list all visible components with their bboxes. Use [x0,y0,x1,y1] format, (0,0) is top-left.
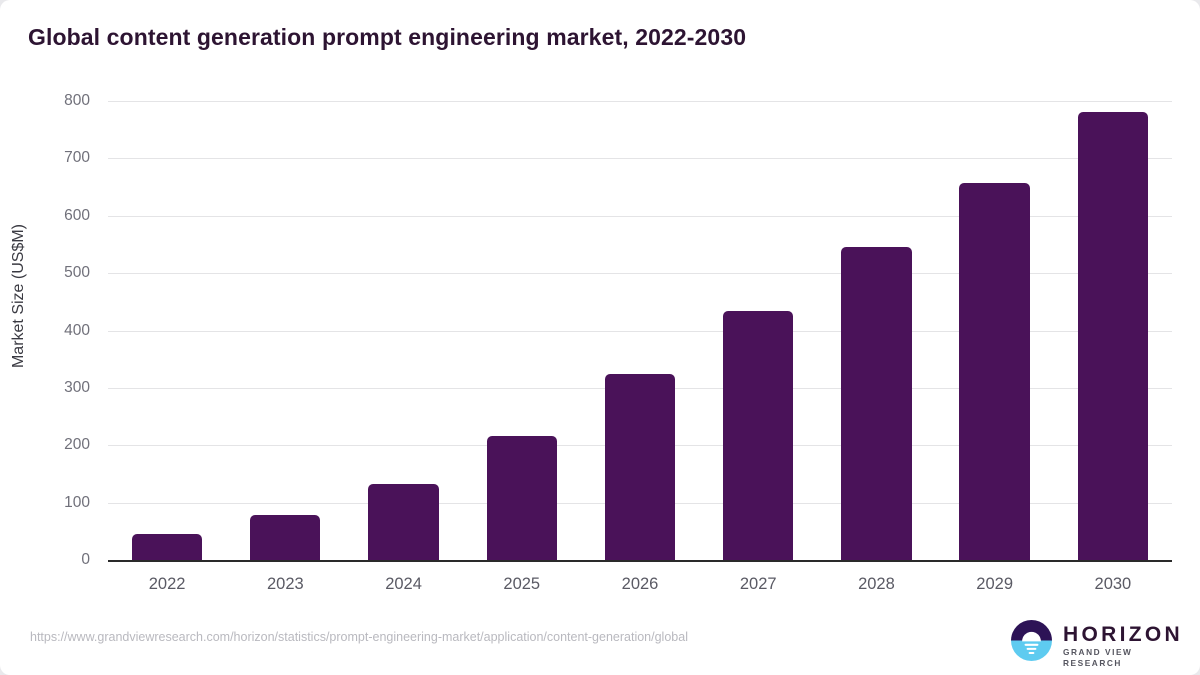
x-tick-label-2024: 2024 [385,575,422,593]
gridline [108,101,1172,102]
y-tick-label: 400 [64,321,90,339]
bar-2023[interactable] [250,514,321,560]
y-tick-label: 100 [64,493,90,511]
bar-2025[interactable] [486,435,557,560]
gridline [108,158,1172,160]
bar-2027[interactable] [723,311,794,560]
logo-subtitle: GRAND VIEW RESEARCH [1063,647,1133,668]
x-tick-label-2028: 2028 [858,575,895,593]
bar-2028[interactable] [841,246,912,560]
logo-wordmark: HORIZON [1063,623,1183,646]
x-tick-label-2022: 2022 [148,575,186,593]
y-tick-label: 700 [64,149,90,167]
y-tick-label: 200 [64,436,90,454]
bar-2024[interactable] [368,483,439,560]
bar-2029[interactable] [959,183,1030,560]
plot-area: 2022 2023 2024 2025 2026 2027 2028 2029 2030 [108,101,1172,593]
y-tick-label: 800 [64,92,90,109]
bar-2022[interactable] [131,534,203,560]
page-title: Global content generation prompt enginee… [28,24,747,50]
horizon-logo-icon [1011,620,1052,661]
bar-2026[interactable] [604,373,676,560]
x-tick-label-2027: 2027 [739,575,777,593]
y-tick-label: 500 [64,264,90,282]
y-axis-ticks: 0 100 200 300 400 500 600 700 800 [28,92,90,568]
x-tick-label-2030: 2030 [1094,575,1132,593]
y-tick-label: 600 [64,206,90,224]
source-url[interactable]: https://www.grandviewresearch.com/horizo… [30,630,688,644]
x-tick-label-2026: 2026 [621,575,659,593]
horizon-logo[interactable]: HORIZON GRAND VIEW RESEARCH [1011,618,1180,668]
y-tick-label: 300 [64,378,90,396]
gridline [108,273,1172,275]
bar-2030[interactable] [1077,111,1149,560]
gridline [108,215,1172,217]
x-tick-label-2029: 2029 [976,575,1014,593]
horizon-logo-text: HORIZON GRAND VIEW RESEARCH [1063,624,1183,669]
y-tick-label: 0 [81,551,90,568]
x-tick-label-2025: 2025 [503,575,541,593]
x-axis-line [108,560,1172,562]
gridline [108,330,1172,332]
x-tick-label-2023: 2023 [266,575,304,593]
y-axis-title: Market Size (US$M) [10,223,27,369]
